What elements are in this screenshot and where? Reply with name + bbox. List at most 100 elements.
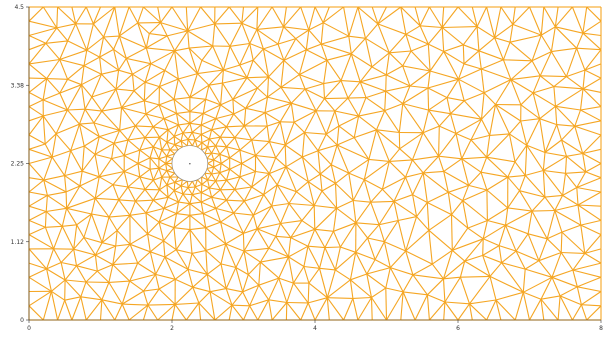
mesh-edge <box>201 192 212 198</box>
mesh-edge <box>209 136 221 140</box>
mesh-edge <box>186 181 189 188</box>
mesh-edge <box>390 267 414 276</box>
mesh-edge <box>158 155 167 160</box>
mesh-edge <box>233 212 244 234</box>
mesh-edge <box>277 43 285 61</box>
mesh-edge <box>515 233 529 252</box>
mesh-edge <box>171 304 176 321</box>
mesh-edge <box>205 227 227 245</box>
mesh-edge <box>427 70 431 89</box>
mesh-edge <box>296 181 309 193</box>
mesh-edge <box>327 297 353 299</box>
mesh-edge <box>402 103 424 134</box>
mesh-edge <box>505 224 529 235</box>
mesh-edge <box>245 96 268 109</box>
mesh-edge <box>551 47 577 53</box>
mesh-edge <box>28 99 44 108</box>
mesh-edge <box>173 96 190 100</box>
mesh-edge <box>147 233 164 242</box>
mesh-edge <box>189 96 206 100</box>
mesh-edge <box>85 6 94 25</box>
mesh-edge <box>205 85 210 100</box>
mesh-edge <box>243 108 247 126</box>
mesh-edge <box>101 110 121 131</box>
mesh-edge <box>256 26 284 30</box>
mesh-edge <box>64 170 83 177</box>
mesh-edge <box>45 42 61 60</box>
mesh-edge <box>99 129 120 138</box>
mesh-edge <box>268 76 282 88</box>
mesh-edge <box>584 234 602 254</box>
mesh-edge <box>571 6 584 34</box>
mesh-edge <box>307 245 320 269</box>
mesh-edge <box>546 238 562 253</box>
mesh-edge <box>280 86 306 90</box>
mesh-edge <box>226 126 236 138</box>
mesh-edge <box>202 213 207 228</box>
mesh-edge <box>143 288 160 292</box>
mesh-edge <box>28 42 47 65</box>
mesh-edge <box>64 300 73 321</box>
mesh-edge <box>174 50 198 74</box>
mesh-edge <box>384 91 387 111</box>
mesh-edge <box>546 210 556 239</box>
mesh-edge <box>174 278 194 288</box>
mesh-edge <box>455 118 482 134</box>
mesh-edge <box>241 163 256 172</box>
mesh-edge <box>386 291 404 321</box>
mesh-edge <box>561 139 583 154</box>
mesh-edge <box>242 284 260 293</box>
mesh-edge <box>80 65 85 85</box>
mesh-edge <box>467 219 488 229</box>
mesh-edge <box>214 22 242 25</box>
mesh-edge <box>367 237 376 260</box>
mesh-edge <box>159 136 168 143</box>
mesh-edge <box>187 30 213 47</box>
mesh-edge <box>304 131 327 135</box>
mesh-edge <box>50 291 59 321</box>
mesh-edge <box>354 129 377 139</box>
mesh-edge <box>93 122 100 137</box>
mesh-edge <box>525 268 553 278</box>
mesh-edge <box>219 163 222 173</box>
mesh-edge <box>371 297 387 321</box>
mesh-edge <box>215 179 227 182</box>
mesh-edge <box>188 47 203 61</box>
mesh-edge <box>584 69 602 79</box>
mesh-edge <box>239 176 253 188</box>
mesh-edge <box>82 170 100 178</box>
mesh-edge <box>347 97 367 99</box>
mesh-edge <box>370 202 380 225</box>
mesh-edge <box>405 25 421 35</box>
mesh-edge <box>158 278 176 290</box>
mesh-edge <box>174 47 190 52</box>
mesh-edge <box>482 245 500 256</box>
mesh-edge <box>582 88 602 107</box>
mesh-edge <box>70 123 81 151</box>
mesh-edge <box>158 137 163 150</box>
mesh-edge <box>402 50 412 67</box>
mesh-edge <box>283 38 297 61</box>
mesh-edge <box>461 156 487 160</box>
mesh-edge <box>481 68 512 81</box>
mesh-edge <box>303 266 310 284</box>
mesh-edge <box>174 144 179 151</box>
mesh-edge <box>93 122 120 131</box>
mesh-edge <box>28 305 44 321</box>
mesh-edge <box>260 261 280 279</box>
mesh-edge <box>566 76 584 90</box>
mesh-edge <box>501 262 526 270</box>
mesh-edge <box>84 108 102 112</box>
mesh-edge <box>365 97 386 112</box>
mesh-edge <box>462 44 465 64</box>
mesh-edge <box>303 246 309 267</box>
mesh-edge <box>165 163 174 169</box>
mesh-edge <box>507 190 520 209</box>
mesh-edge <box>332 208 338 232</box>
mesh-edge <box>144 63 152 83</box>
mesh-edge <box>486 156 516 163</box>
mesh-edge <box>241 6 259 24</box>
mesh-edge <box>46 78 68 80</box>
mesh-edge <box>303 265 320 269</box>
